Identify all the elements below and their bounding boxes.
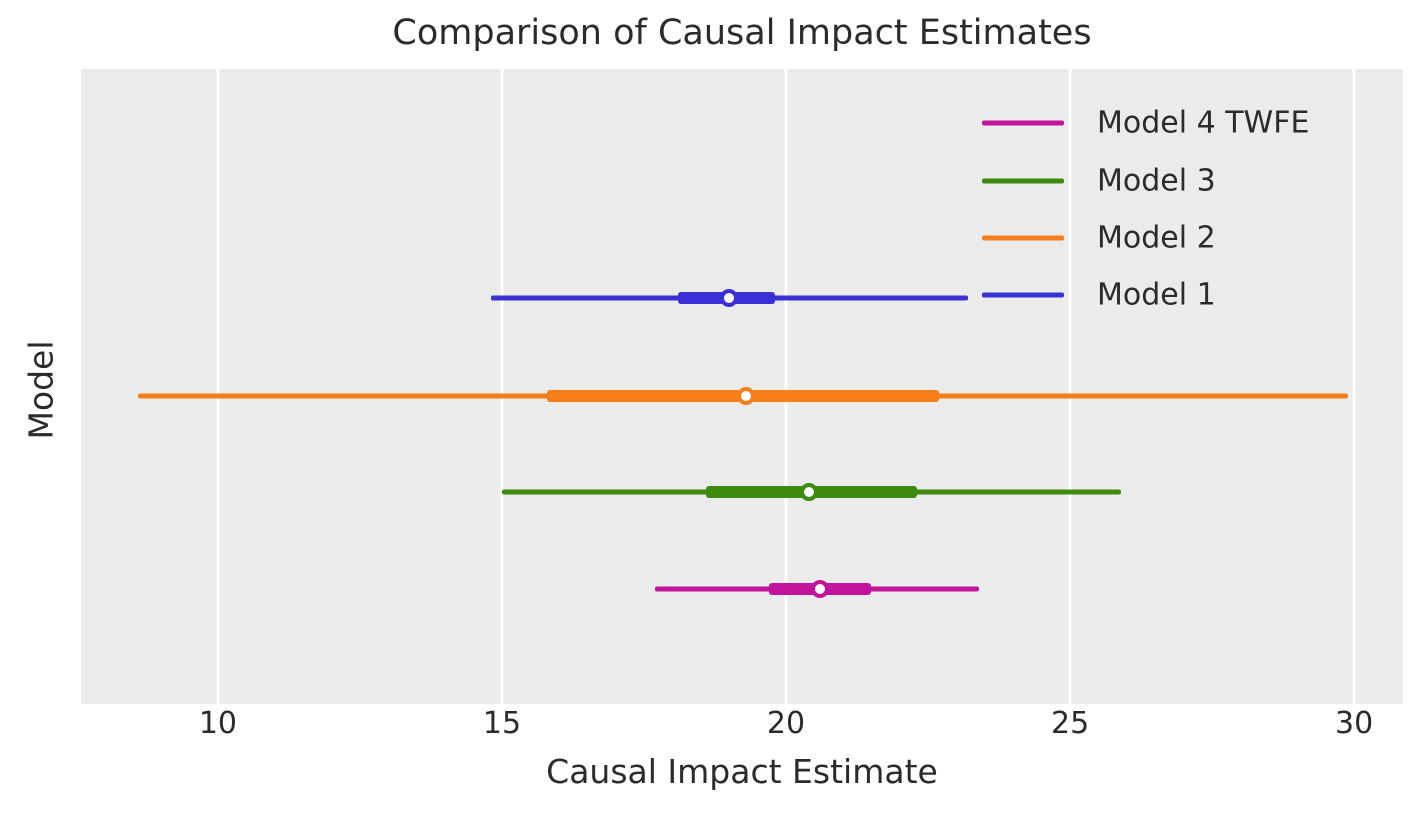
- legend-line-icon: [982, 235, 1064, 241]
- legend-line-icon: [982, 120, 1064, 126]
- x-tick-label-20: 20: [766, 706, 806, 741]
- x-axis-label: Causal Impact Estimate: [546, 752, 938, 791]
- chart-title: Comparison of Causal Impact Estimates: [392, 13, 1092, 53]
- legend-label: Model 2: [1097, 220, 1216, 256]
- median-marker-2: [737, 387, 756, 405]
- legend-label: Model 1: [1097, 277, 1216, 313]
- x-tick-label-30: 30: [1335, 706, 1374, 741]
- legend-item-model-2: Model 2: [982, 221, 1216, 256]
- legend-item-model-3: Model 3: [982, 164, 1216, 199]
- median-marker-3: [799, 483, 818, 501]
- legend-line-icon: [982, 178, 1064, 184]
- legend-item-model-4-twfe: Model 4 TWFE: [982, 106, 1309, 141]
- median-marker-4: [811, 580, 830, 598]
- legend: Model 4 TWFE Model 3 Model 2 Model 1: [81, 69, 1403, 704]
- gridline-x-10: [216, 69, 220, 704]
- gridline-x-15: [500, 69, 504, 704]
- median-marker-1: [720, 289, 739, 307]
- gridline-x-25: [1068, 69, 1072, 704]
- y-axis-label: Model: [21, 340, 61, 440]
- gridline-x-20: [784, 69, 788, 704]
- legend-label: Model 4 TWFE: [1097, 105, 1310, 141]
- x-tick-label-10: 10: [198, 706, 237, 741]
- legend-label: Model 3: [1097, 163, 1216, 199]
- legend-line-icon: [982, 292, 1064, 298]
- x-tick-label-15: 15: [482, 706, 522, 741]
- gridline-x-30: [1352, 69, 1356, 704]
- x-tick-label-25: 25: [1050, 706, 1090, 741]
- plot-area: Model 4 TWFE Model 3 Model 2 Model 1: [81, 69, 1403, 704]
- legend-item-model-1: Model 1: [982, 278, 1216, 313]
